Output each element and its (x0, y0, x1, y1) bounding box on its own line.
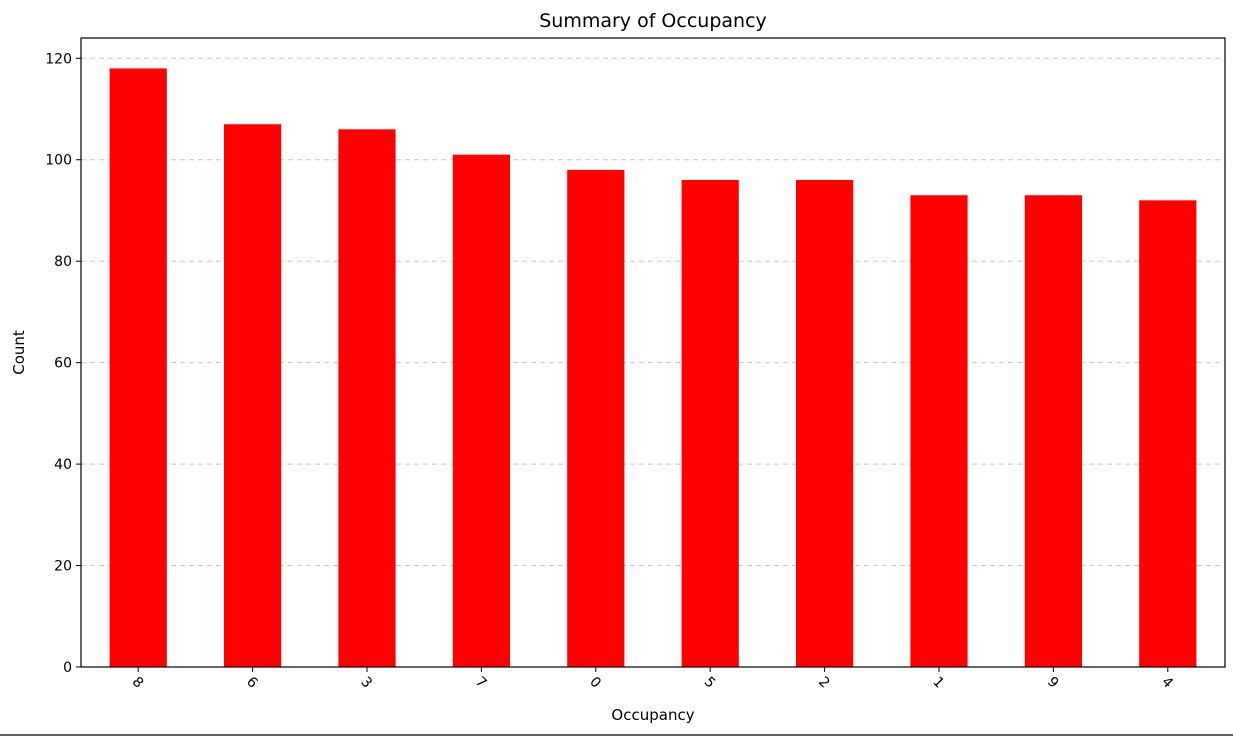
bar-7 (452, 154, 510, 667)
x-tick-label: 3 (357, 674, 375, 692)
y-tick-label: 20 (54, 559, 72, 575)
y-tick-label: 60 (54, 356, 72, 372)
y-tick-label: 120 (45, 51, 72, 67)
x-tick-label: 6 (243, 674, 261, 692)
x-axis: 8 6 3 7 0 5 2 1 9 4 (129, 667, 1176, 692)
bar-8 (109, 68, 167, 667)
y-tick-label: 80 (54, 254, 72, 270)
x-tick-label: 0 (586, 674, 604, 692)
bar-2 (796, 180, 854, 667)
y-tick-label: 0 (63, 660, 72, 676)
x-tick-label: 7 (472, 674, 490, 692)
x-tick-label: 8 (129, 674, 147, 692)
bar-9 (1024, 195, 1082, 667)
y-axis-label: Count (10, 330, 28, 375)
bar-6 (224, 124, 282, 667)
x-tick-label: 2 (815, 674, 833, 692)
x-axis-label: Occupancy (611, 706, 694, 724)
bar-0 (567, 169, 625, 668)
x-tick-label: 9 (1044, 674, 1062, 692)
x-tick-label: 4 (1158, 674, 1176, 692)
y-tick-label: 100 (45, 153, 72, 169)
bar-3 (338, 129, 396, 667)
bars (109, 68, 1197, 668)
y-tick-label: 40 (54, 457, 72, 473)
bar-5 (681, 180, 739, 667)
bar-1 (910, 195, 968, 667)
bar-4 (1139, 200, 1197, 668)
plot-frame (80, 37, 1226, 668)
x-tick-label: 1 (929, 674, 947, 692)
x-tick-label: 5 (701, 674, 719, 692)
chart-title: Summary of Occupancy (539, 10, 767, 32)
y-axis: 0 20 40 60 80 100 120 (45, 51, 81, 676)
